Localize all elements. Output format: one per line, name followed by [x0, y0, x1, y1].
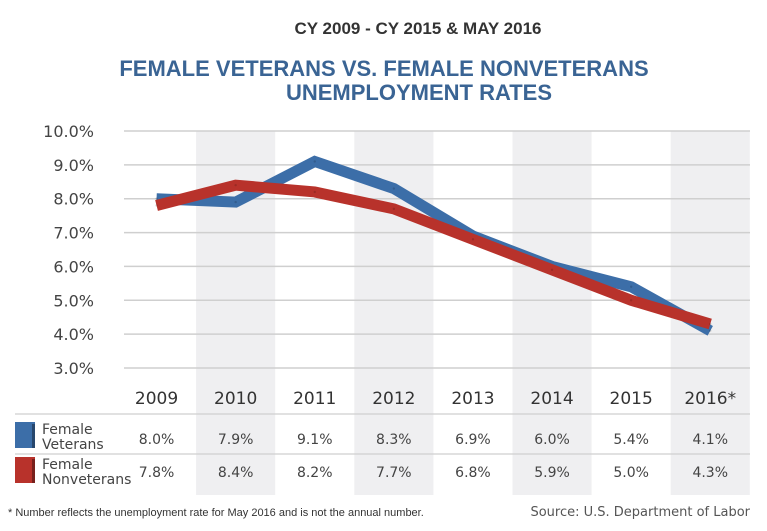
table-cell: 6.0% [534, 432, 570, 448]
table-cell: 5.9% [534, 465, 570, 481]
x-tick-label: 2010 [214, 389, 257, 409]
data-point [471, 238, 475, 241]
x-tick-label: 2011 [293, 389, 336, 409]
y-tick-label: 10.0% [43, 122, 94, 141]
series-line-female-nonveterans [155, 179, 712, 330]
data-point [234, 183, 237, 187]
y-tick-label: 9.0% [53, 156, 94, 175]
data-point [234, 200, 237, 204]
table-cell: 4.3% [692, 465, 728, 481]
chart-title-line-2: UNEMPLOYMENT RATES [286, 80, 552, 105]
table-cell: 8.4% [218, 465, 254, 481]
x-tick-label: 2009 [135, 389, 178, 409]
legend-label: Nonveterans [42, 472, 131, 488]
table-cell: 8.3% [376, 432, 412, 448]
table-cell: 7.9% [218, 432, 254, 448]
legend-swatch [15, 422, 35, 448]
y-tick-label: 4.0% [53, 325, 94, 344]
y-axis-ticks: 10.0% 9.0% 8.0% 7.0% 6.0% 5.0% 4.0% 3.0% [43, 122, 94, 378]
source-note: Source: U.S. Department of Labor [530, 505, 750, 520]
data-point [392, 187, 396, 190]
data-point [155, 204, 158, 207]
x-tick-label: 2013 [451, 389, 494, 409]
table-cell: 7.7% [376, 465, 412, 481]
series-line-female-veterans [156, 155, 713, 336]
table-cell: 6.8% [455, 465, 491, 481]
column-band [512, 131, 592, 495]
legend-swatch-shadow [32, 459, 35, 483]
y-tick-label: 3.0% [53, 359, 94, 378]
data-point [550, 268, 554, 272]
legend-swatch [15, 457, 35, 483]
y-tick-label: 8.0% [53, 190, 94, 209]
table-cell: 6.9% [455, 432, 491, 448]
table-cell: 8.2% [297, 465, 333, 481]
data-point [313, 190, 316, 194]
data-point [629, 285, 633, 288]
series-lines [155, 155, 713, 336]
chart-title-line-1: FEMALE VETERANS VS. FEMALE NONVETERANS [119, 56, 648, 81]
data-point [155, 197, 158, 200]
x-axis-ticks: 2009 2010 2011 2012 2013 2014 2015 2016* [135, 389, 736, 409]
chart-subtitle: CY 2009 - CY 2015 & MAY 2016 [295, 19, 542, 38]
x-tick-label: 2012 [372, 389, 415, 409]
table-cell: 5.4% [613, 432, 649, 448]
data-point [313, 160, 316, 163]
y-tick-label: 5.0% [53, 291, 94, 310]
legend-label: Female [42, 457, 93, 473]
x-tick-label: 2014 [530, 389, 573, 409]
table-cell: 9.1% [297, 432, 333, 448]
y-tick-label: 6.0% [53, 257, 94, 276]
data-point [709, 322, 712, 326]
footnote: * Number reflects the unemployment rate … [8, 507, 424, 519]
data-point [392, 207, 396, 211]
y-tick-label: 7.0% [53, 224, 94, 243]
legend-swatch-shadow [32, 424, 35, 448]
data-point [709, 329, 712, 332]
x-tick-label: 2016* [684, 389, 736, 409]
table-cell: 8.0% [139, 432, 175, 448]
gridlines [124, 130, 750, 369]
table-cell: 7.8% [139, 465, 175, 481]
table-cell: 4.1% [692, 432, 728, 448]
legend-label: Veterans [42, 437, 104, 453]
legend-label: Female [42, 422, 93, 438]
data-point [629, 299, 633, 302]
x-tick-label: 2015 [610, 389, 653, 409]
table-cell: 5.0% [613, 465, 649, 481]
